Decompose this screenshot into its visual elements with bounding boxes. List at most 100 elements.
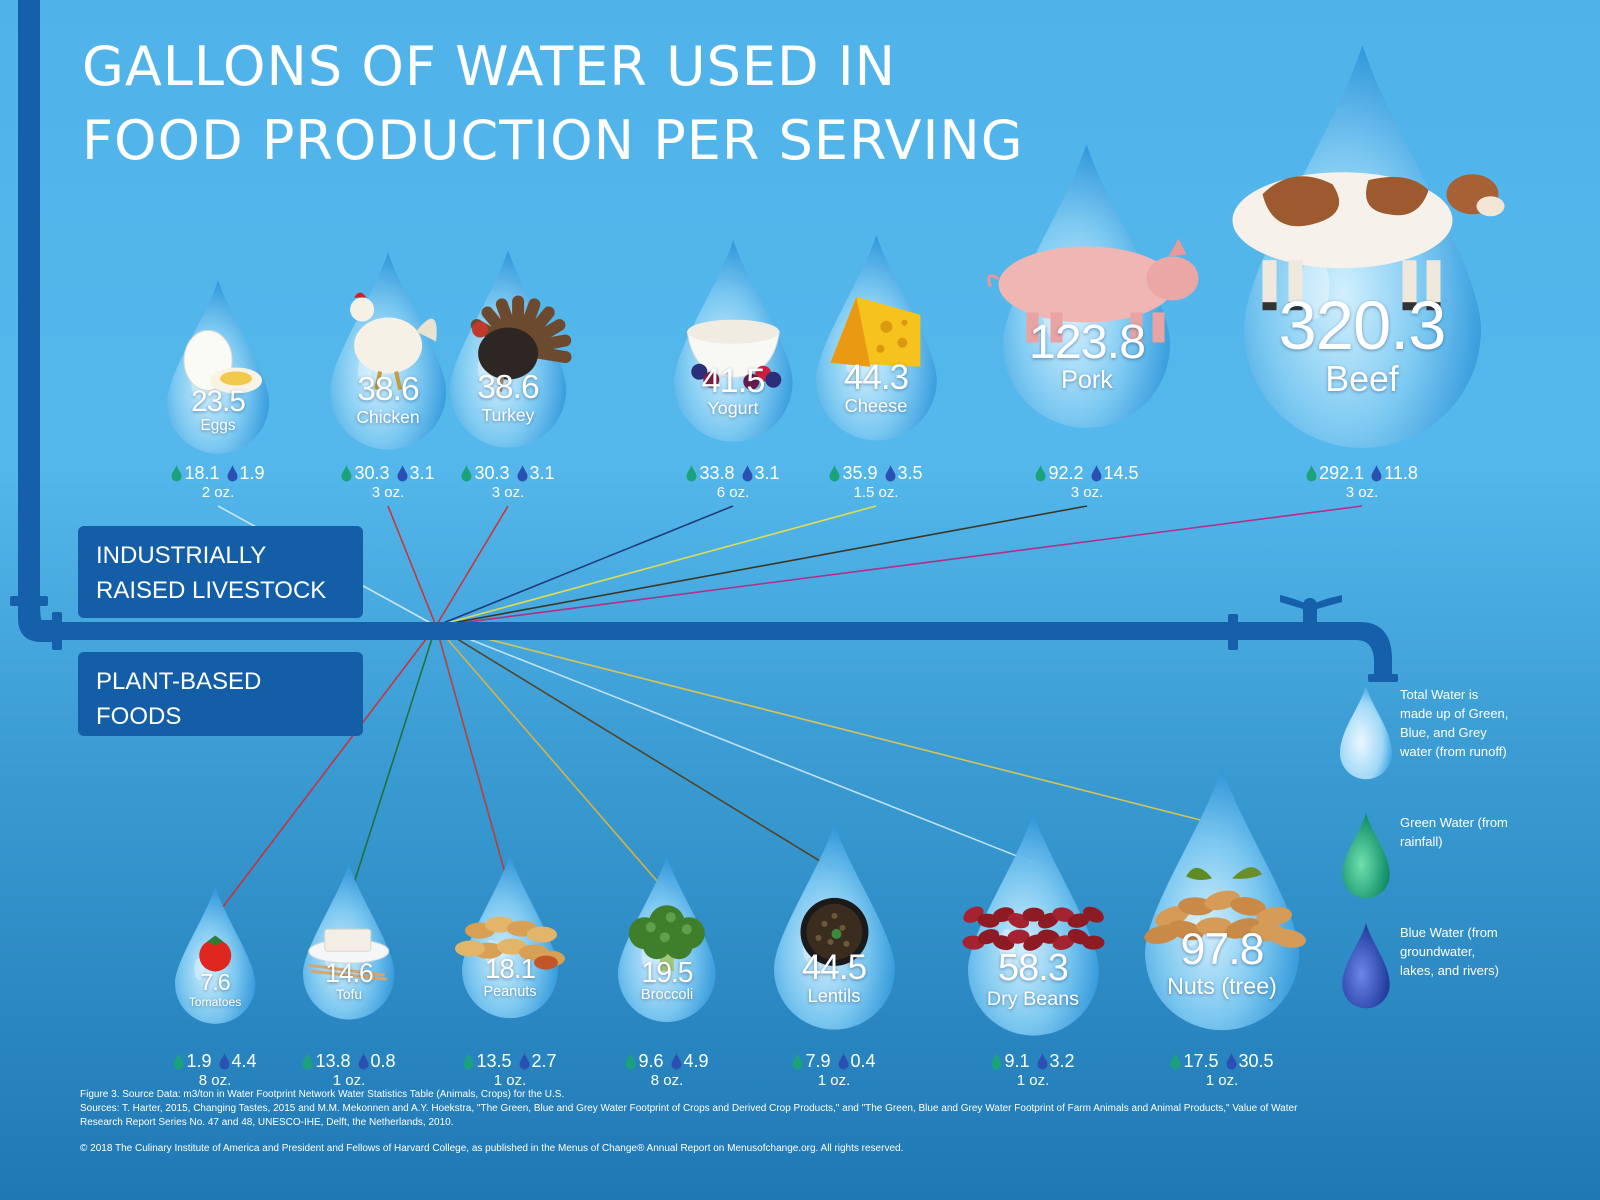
serving-size: 3 oz. [1070, 484, 1104, 501]
connector-line [435, 625, 511, 891]
green-blue-values: 7.9 0.4 [764, 1050, 904, 1072]
total-gallons: 41.5 [701, 361, 766, 400]
green-water-value: 13.5 [463, 1050, 512, 1072]
peanuts-picture [454, 916, 565, 970]
water-drop-eggs: 23.5 Eggs [166, 280, 270, 454]
food-name: Tomatoes [188, 995, 242, 1010]
green-drop-icon [829, 464, 840, 481]
connector-line [435, 505, 509, 627]
lentils-picture [799, 898, 868, 967]
egg-picture [183, 330, 262, 394]
green-water-value: 292.1 [1306, 462, 1364, 484]
food-name: Chicken [356, 407, 420, 428]
drop-label: 38.6 Chicken [330, 373, 446, 426]
connector-line [435, 625, 1223, 827]
green-drop-icon [171, 464, 182, 481]
total-gallons: 320.3 [1278, 286, 1447, 364]
beans-picture [962, 906, 1104, 952]
water-breakdown: 30.3 3.1 3 oz. [438, 462, 578, 502]
broccoli-icon [628, 905, 705, 972]
water-drop-cheese: 44.3 Cheese [815, 234, 937, 440]
green-drop-icon [1342, 813, 1390, 899]
food-name: Yogurt [707, 398, 759, 419]
water-breakdown: 1.9 4.4 8 oz. [145, 1050, 285, 1090]
green-water-value: 33.8 [686, 462, 735, 484]
green-drop-icon [173, 1052, 184, 1069]
food-name: Cheese [844, 396, 908, 417]
turkey-picture [470, 295, 572, 393]
green-water-value: 17.5 [1170, 1050, 1219, 1072]
footer-copyright: © 2018 The Culinary Institute of America… [80, 1143, 904, 1154]
cheese-picture [829, 296, 920, 367]
blue-drop-icon [885, 464, 895, 481]
water-drop-nuts-tree: 97.8 Nuts (tree) [1144, 767, 1306, 1030]
total-gallons: 44.3 [843, 358, 909, 398]
green-water-gallons: 17.5 [1183, 1051, 1219, 1071]
green-water-value: 7.9 [792, 1050, 831, 1072]
green-blue-values: 33.8 3.1 [663, 462, 803, 484]
food-name: Broccoli [640, 986, 694, 1003]
total-gallons: 19.5 [641, 955, 693, 988]
blue-water-gallons: 14.5 [1103, 463, 1139, 483]
blue-drop-icon [358, 1052, 368, 1069]
connector-line [435, 505, 877, 627]
serving-size: 1 oz. [817, 1072, 851, 1089]
water-breakdown: 33.8 3.1 6 oz. [663, 462, 803, 502]
green-water-value: 30.3 [461, 462, 510, 484]
serving-size: 3 oz. [491, 484, 525, 501]
blue-water-gallons: 4.9 [683, 1051, 709, 1071]
blue-water-value: 0.8 [358, 1050, 396, 1072]
beans-icon [962, 906, 1104, 952]
horizontal-pipe [60, 622, 1360, 640]
pipe-joint [52, 612, 62, 650]
tofu-picture [308, 929, 390, 982]
blue-drop-icon [517, 464, 527, 481]
blue-water-value: 1.9 [227, 462, 265, 484]
serving-size: 6 oz. [716, 484, 750, 501]
drop-label: 44.5 Lentils [774, 950, 895, 1005]
blue-water-gallons: 0.8 [370, 1051, 396, 1071]
blue-water-value: 2.7 [519, 1050, 557, 1072]
yogurt-picture [686, 320, 781, 391]
footer-sources-cont: Research Report Series No. 47 and 48, UN… [80, 1117, 454, 1128]
blue-water-value: 14.5 [1091, 462, 1139, 484]
pig-picture [987, 238, 1199, 343]
peanuts-icon [454, 916, 565, 970]
blue-water-gallons: 4.4 [231, 1051, 257, 1071]
green-blue-values: 13.8 0.8 [279, 1050, 419, 1072]
blue-water-gallons: 30.5 [1238, 1051, 1274, 1071]
serving-size: 1 oz. [1205, 1072, 1239, 1089]
green-drop-icon [686, 464, 697, 481]
title-line-1: GALLONS OF WATER USED IN [82, 35, 897, 98]
legend-green-text: Green Water (from rainfall) [1400, 815, 1508, 849]
chicken-icon [349, 292, 437, 391]
category-plants: PLANT-BASED FOODS [78, 652, 363, 736]
chicken-picture [349, 292, 437, 391]
blue-water-gallons: 3.1 [754, 463, 780, 483]
turkey-icon [470, 295, 572, 393]
total-gallons: 97.8 [1180, 925, 1264, 975]
blue-water-gallons: 3.1 [529, 463, 555, 483]
category-livestock-line-1: INDUSTRIALLY [96, 542, 267, 569]
green-blue-values: 30.3 3.1 [438, 462, 578, 484]
green-blue-values: 292.1 11.8 [1292, 462, 1432, 484]
blue-water-value: 3.1 [517, 462, 555, 484]
blue-drop-icon [671, 1052, 681, 1069]
blue-water-gallons: 1.9 [239, 463, 265, 483]
drop-label: 123.8 Pork [1003, 317, 1170, 394]
green-water-value: 30.3 [341, 462, 390, 484]
connector-line [214, 625, 437, 918]
green-drop-icon [625, 1052, 636, 1069]
faucet-tip [1368, 674, 1398, 682]
food-name: Lentils [807, 985, 861, 1007]
green-drop-icon [1170, 1052, 1181, 1069]
title-line-2: FOOD PRODUCTION PER SERVING [82, 109, 1024, 172]
drop-label: 19.5 Broccoli [618, 955, 716, 1003]
blue-drop-icon [1037, 1052, 1047, 1069]
green-blue-values: 30.3 3.1 [318, 462, 458, 484]
blue-water-value: 30.5 [1226, 1050, 1274, 1072]
blue-drop-icon [397, 464, 407, 481]
pig-icon [987, 238, 1199, 343]
serving-size: 1 oz. [493, 1072, 527, 1089]
